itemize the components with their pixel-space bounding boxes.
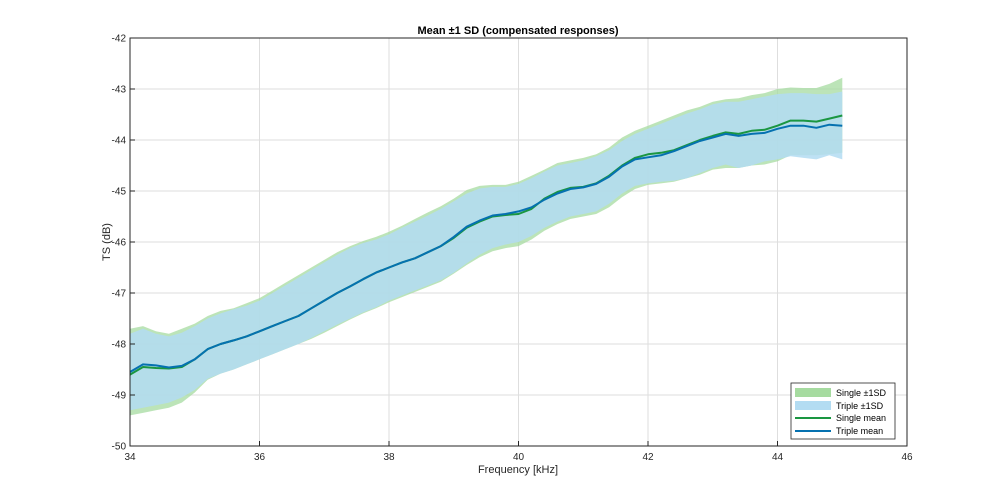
x-tick-label: 44	[772, 452, 784, 463]
y-tick-label: -50	[112, 442, 127, 453]
y-tick-label: -46	[112, 238, 127, 249]
y-tick-label: -49	[112, 391, 127, 402]
y-axis-label: TS (dB)	[101, 223, 113, 261]
y-tick-label: -48	[112, 340, 127, 351]
legend-label-single-band: Single ±1SD	[836, 388, 886, 398]
chart-title: Mean ±1 SD (compensated responses)	[417, 25, 618, 37]
y-tick-label: -45	[112, 187, 127, 198]
x-tick-label: 46	[901, 452, 913, 463]
triple-sd-band	[130, 91, 843, 411]
y-tick-label: -44	[112, 136, 127, 147]
axis-ticks: 34 36 38 40 42 44 46 -50 -49 -48 -47 -46 -45 -44 -43 -4…	[112, 34, 913, 464]
y-tick-label: -43	[112, 85, 127, 96]
legend-label-single-mean: Single mean	[836, 413, 886, 423]
x-tick-label: 40	[513, 452, 525, 463]
legend-label-triple-mean: Triple mean	[836, 426, 883, 436]
legend-swatch-single-band	[795, 388, 831, 397]
x-tick-label: 38	[383, 452, 395, 463]
triple-mean-line	[129, 123, 843, 373]
x-tick-label: 36	[254, 452, 266, 463]
legend-label-triple-band: Triple ±1SD	[836, 401, 884, 411]
x-tick-label: 34	[124, 452, 136, 463]
sd-bands	[130, 77, 843, 416]
legend: Single ±1SD Triple ±1SD Single mean Trip…	[790, 382, 896, 440]
y-tick-label: -42	[112, 34, 127, 45]
mean-lines	[129, 114, 843, 376]
x-axis-label: Frequency [kHz]	[478, 464, 558, 476]
legend-swatch-triple-band	[795, 401, 831, 410]
y-tick-label: -47	[112, 289, 127, 300]
x-tick-label: 42	[642, 452, 654, 463]
